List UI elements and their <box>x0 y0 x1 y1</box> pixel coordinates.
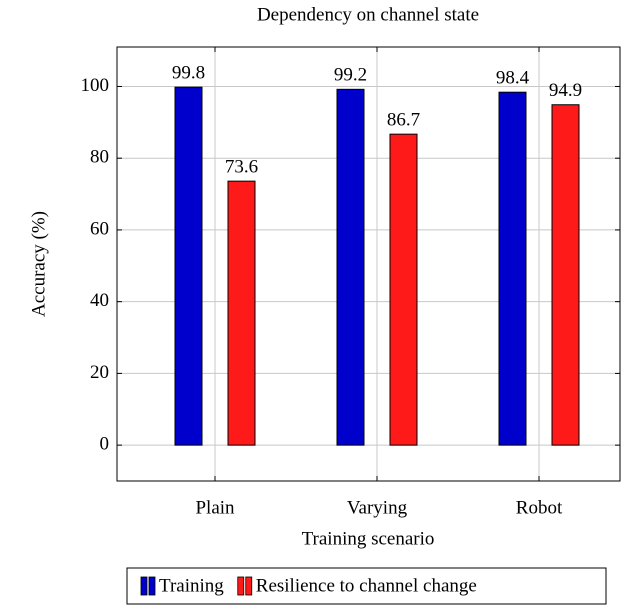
data-label: 98.4 <box>496 68 530 89</box>
data-label: 86.7 <box>387 110 420 131</box>
y-axis-label: Accuracy (%) <box>28 211 49 317</box>
bar <box>174 86 203 446</box>
bar <box>389 133 418 446</box>
y-tick-label: 40 <box>90 290 109 311</box>
data-label: 94.9 <box>549 80 582 101</box>
bar <box>336 88 365 446</box>
data-label: 99.8 <box>172 63 205 84</box>
legend-swatch <box>148 576 156 596</box>
data-label: 99.2 <box>334 65 367 86</box>
x-axis-label: Training scenario <box>302 528 435 549</box>
bar <box>551 104 580 446</box>
legend: Training Resilience to channel change <box>140 575 477 596</box>
x-tick-label: Plain <box>195 497 235 518</box>
x-tick-label: Robot <box>516 497 563 518</box>
bar <box>498 91 527 446</box>
legend-box <box>126 567 607 605</box>
legend-label: Training <box>159 575 224 596</box>
data-label: 73.6 <box>225 157 258 178</box>
y-tick-label: 60 <box>90 218 109 239</box>
legend-swatch <box>245 576 253 596</box>
y-tick-label: 0 <box>100 433 110 454</box>
plot-frame <box>116 46 621 482</box>
y-tick-label: 20 <box>90 362 109 383</box>
x-tick-label: Varying <box>347 497 408 518</box>
y-tick-label: 80 <box>90 147 109 168</box>
bar <box>227 180 256 446</box>
y-tick-label: 100 <box>81 75 110 96</box>
legend-swatch <box>237 576 245 596</box>
chart-title: Dependency on channel state <box>257 4 479 25</box>
legend-label: Resilience to channel change <box>256 575 477 596</box>
legend-swatch <box>140 576 148 596</box>
